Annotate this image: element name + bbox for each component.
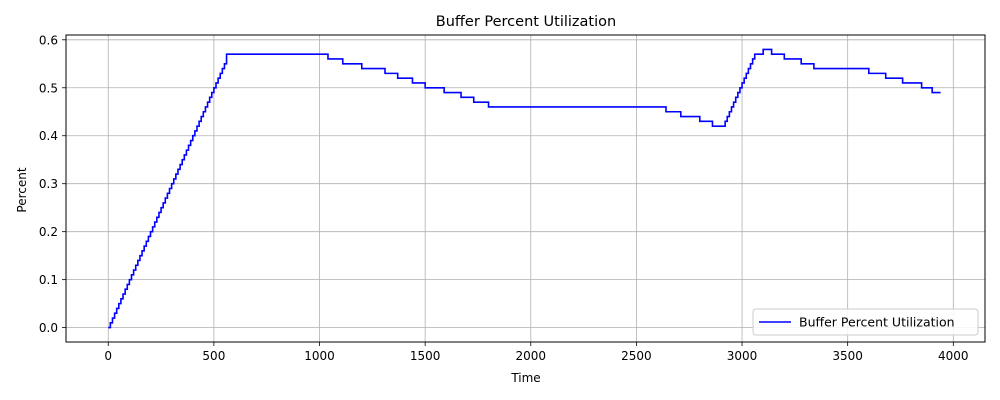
x-axis: 0 500 1000 1500 2000 2500 3000 3500 4000 xyxy=(104,342,969,363)
x-tick-label: 500 xyxy=(202,349,225,363)
x-tick-label: 3000 xyxy=(727,349,758,363)
x-axis-label: Time xyxy=(510,371,540,385)
x-tick-label: 1000 xyxy=(304,349,335,363)
x-tick-label: 4000 xyxy=(938,349,969,363)
y-tick-label: 0.0 xyxy=(39,321,58,335)
legend-label: Buffer Percent Utilization xyxy=(799,315,955,330)
chart-title: Buffer Percent Utilization xyxy=(436,14,616,30)
plot-frame xyxy=(65,34,986,343)
y-tick-label: 0.1 xyxy=(39,273,58,287)
y-tick-label: 0.6 xyxy=(39,33,58,47)
x-tick-label: 1500 xyxy=(410,349,441,363)
y-tick-label: 0.2 xyxy=(39,225,58,239)
x-tick-label: 3500 xyxy=(832,349,863,363)
y-axis-label: Percent xyxy=(15,167,29,212)
x-tick-label: 2000 xyxy=(516,349,547,363)
series-layer xyxy=(108,48,941,329)
y-tick-label: 0.5 xyxy=(39,81,58,95)
y-axis: 0.0 0.1 0.2 0.3 0.4 0.5 0.6 xyxy=(39,33,66,335)
y-tick-label: 0.4 xyxy=(39,129,58,143)
x-tick-label: 0 xyxy=(104,349,112,363)
legend: Buffer Percent Utilization xyxy=(752,308,979,336)
series-line-0 xyxy=(108,48,941,329)
x-tick-label: 2500 xyxy=(621,349,652,363)
legend-box xyxy=(752,308,979,336)
y-tick-label: 0.3 xyxy=(39,177,58,191)
